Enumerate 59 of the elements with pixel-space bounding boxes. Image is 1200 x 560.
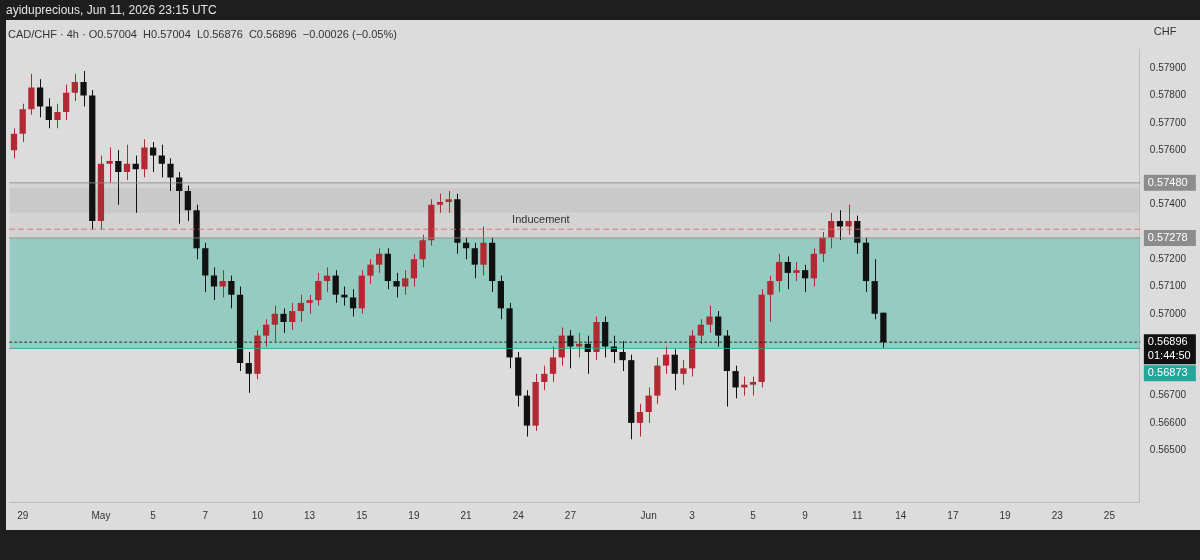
y-tick-label: 0.56700 xyxy=(1149,389,1187,401)
x-tick-label: 14 xyxy=(895,509,907,521)
x-tick-label: 21 xyxy=(460,509,473,521)
candlestick xyxy=(793,261,800,282)
y-tick-label: 0.57900 xyxy=(1149,62,1187,74)
x-tick-label: 19 xyxy=(408,509,420,521)
x-tick-label: May xyxy=(91,509,111,521)
candlestick xyxy=(141,138,148,178)
candlestick xyxy=(280,307,287,334)
y-tick-label: 0.57600 xyxy=(1149,143,1187,155)
y-tick-label: 0.57100 xyxy=(1149,280,1187,292)
x-tick-label: 17 xyxy=(947,509,959,521)
candlestick xyxy=(167,157,174,192)
x-tick-label: 27 xyxy=(564,509,577,521)
x-tick-label: 5 xyxy=(750,509,757,521)
x-tick-label: 13 xyxy=(304,509,316,521)
candlestick xyxy=(593,316,600,361)
x-tick-label: 11 xyxy=(852,509,863,521)
candlestick xyxy=(732,365,739,399)
chart-title: CAD/CHF · 4h · O0.57004 H0.57004 L0.56876 C0.56896 −0.00026 (−0.05%) xyxy=(8,27,397,40)
x-tick-label: 19 xyxy=(999,509,1012,521)
candlestick xyxy=(367,258,374,285)
y-tick-label: 0.56500 xyxy=(1149,443,1187,455)
candlestick xyxy=(706,305,713,334)
x-tick-label: Jun xyxy=(640,509,657,521)
y-tick-label: 0.57400 xyxy=(1149,198,1187,210)
ref-line-label: 0.56896 01:44:50 xyxy=(1147,335,1191,362)
x-tick-label: 15 xyxy=(356,509,368,521)
x-tick-label: 25 xyxy=(1103,509,1116,521)
candlestick xyxy=(54,103,61,129)
candlestick xyxy=(845,204,852,236)
ref-line-label: 0.57278 xyxy=(1147,230,1188,243)
x-tick-label: 5 xyxy=(150,509,157,521)
x-tick-label: 23 xyxy=(1051,509,1064,521)
x-tick-label: 7 xyxy=(202,509,209,521)
x-tick-label: 10 xyxy=(251,509,264,521)
x-tick-label: 9 xyxy=(802,509,809,521)
ref-line-label: 0.57480 xyxy=(1147,175,1188,188)
y-axis-title: CHF xyxy=(1153,25,1177,38)
ref-line-label: 0.56873 xyxy=(1147,366,1188,379)
chart-subtitle: ayiduprecious, Jun 11, 2026 23:15 UTC xyxy=(5,2,218,19)
y-tick-label: 0.57000 xyxy=(1149,307,1187,319)
candlestick xyxy=(28,73,35,116)
candlestick xyxy=(393,272,400,298)
candlestick xyxy=(680,359,687,386)
candlestick xyxy=(306,294,313,315)
candlestick xyxy=(254,329,261,380)
candlestick xyxy=(419,234,426,268)
y-tick-label: 0.57200 xyxy=(1149,252,1187,264)
y-tick-label: 0.57800 xyxy=(1149,89,1187,101)
ref-line-label: Inducement xyxy=(512,212,570,225)
y-tick-label: 0.56600 xyxy=(1149,416,1187,428)
x-tick-label: 24 xyxy=(512,509,525,521)
x-tick-label: 29 xyxy=(17,509,29,521)
candlestick xyxy=(80,70,87,107)
candlestick xyxy=(480,226,487,277)
candlestick xyxy=(454,193,461,255)
y-tick-label: 0.57700 xyxy=(1149,116,1187,128)
x-tick-label: 3 xyxy=(689,509,696,521)
